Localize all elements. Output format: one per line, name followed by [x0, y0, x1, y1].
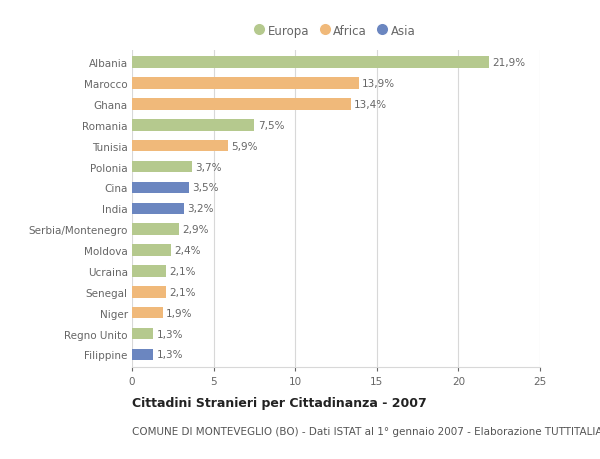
- Bar: [132, 349, 153, 360]
- Text: 2,4%: 2,4%: [175, 246, 201, 256]
- Text: 1,3%: 1,3%: [157, 329, 183, 339]
- Legend: Europa, Africa, Asia: Europa, Africa, Asia: [253, 22, 419, 42]
- Text: 3,7%: 3,7%: [196, 162, 222, 172]
- Bar: [132, 224, 179, 235]
- Text: 2,1%: 2,1%: [170, 266, 196, 276]
- Text: 7,5%: 7,5%: [257, 121, 284, 130]
- Text: COMUNE DI MONTEVEGLIO (BO) - Dati ISTAT al 1° gennaio 2007 - Elaborazione TUTTIT: COMUNE DI MONTEVEGLIO (BO) - Dati ISTAT …: [132, 426, 600, 436]
- Bar: [132, 57, 490, 69]
- Bar: [132, 120, 254, 131]
- Text: Cittadini Stranieri per Cittadinanza - 2007: Cittadini Stranieri per Cittadinanza - 2…: [132, 396, 427, 409]
- Text: 21,9%: 21,9%: [493, 58, 526, 68]
- Bar: [132, 162, 193, 173]
- Bar: [132, 328, 153, 340]
- Text: 2,1%: 2,1%: [170, 287, 196, 297]
- Text: 13,9%: 13,9%: [362, 79, 395, 89]
- Bar: [132, 245, 171, 256]
- Bar: [132, 140, 228, 152]
- Text: 1,3%: 1,3%: [157, 350, 183, 360]
- Text: 3,2%: 3,2%: [187, 204, 214, 214]
- Bar: [132, 78, 359, 90]
- Text: 13,4%: 13,4%: [354, 100, 387, 110]
- Bar: [132, 99, 350, 111]
- Bar: [132, 182, 189, 194]
- Bar: [132, 286, 166, 298]
- Text: 5,9%: 5,9%: [232, 141, 258, 151]
- Text: 1,9%: 1,9%: [166, 308, 193, 318]
- Text: 2,9%: 2,9%: [182, 225, 209, 235]
- Bar: [132, 307, 163, 319]
- Bar: [132, 266, 166, 277]
- Bar: [132, 203, 184, 214]
- Text: 3,5%: 3,5%: [193, 183, 219, 193]
